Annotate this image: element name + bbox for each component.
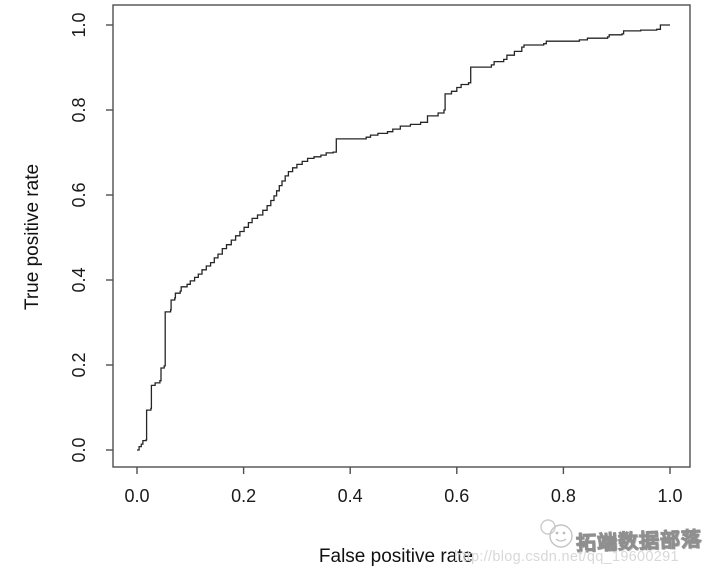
watermark-url-text: http://blog.csdn.net/qq_19600291	[454, 549, 679, 565]
y-tick-label: 0.6	[69, 182, 89, 208]
x-tick-label: 0.4	[337, 486, 363, 506]
y-tick-label: 0.8	[69, 97, 89, 123]
x-axis-title: False positive rate	[318, 546, 474, 567]
roc-curve	[137, 24, 670, 451]
y-tick-label: 0.2	[69, 352, 89, 378]
x-tick-label: 0.2	[231, 486, 257, 506]
mascot-logo-icon	[540, 519, 573, 548]
x-tick-label: 0.8	[550, 486, 576, 506]
x-tick-label: 0.0	[124, 486, 150, 506]
y-tick-label: 0.4	[69, 267, 89, 293]
y-axis-title: True positive rate	[22, 163, 43, 311]
plot-box	[112, 4, 691, 468]
y-tick-label: 0.0	[69, 437, 89, 463]
watermark: 拓端数据部落 http://blog.csdn.net/qq_19600291	[454, 515, 703, 571]
y-tick-label: 1.0	[69, 12, 89, 38]
x-tick-label: 0.6	[444, 486, 470, 506]
x-tick-label: 1.0	[657, 486, 683, 506]
